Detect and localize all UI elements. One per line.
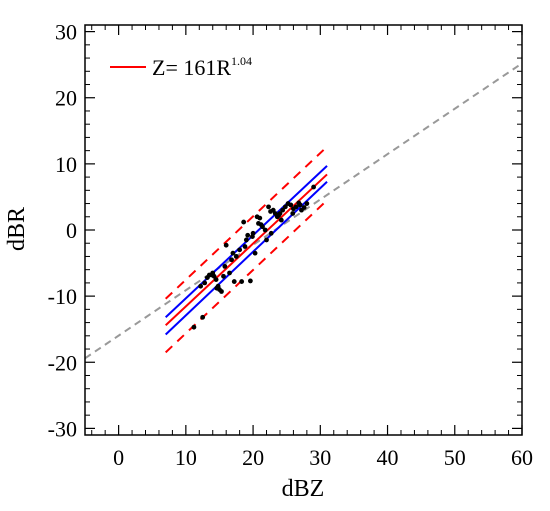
y-tick-label: 20 bbox=[55, 86, 77, 111]
legend-label-main: Z= 161R bbox=[152, 55, 231, 80]
data-point-14 bbox=[227, 270, 232, 276]
data-point-45 bbox=[301, 205, 307, 210]
data-point-50 bbox=[214, 285, 220, 291]
legend: Z= 161R1.04 bbox=[110, 54, 252, 80]
data-point-8 bbox=[213, 277, 219, 282]
data-point-57 bbox=[290, 211, 296, 216]
data-point-23 bbox=[247, 278, 253, 284]
data-point-25 bbox=[252, 250, 258, 256]
data-point-56 bbox=[278, 217, 284, 223]
reference-line bbox=[85, 62, 522, 360]
data-point-22 bbox=[245, 232, 251, 238]
data-point-21 bbox=[243, 237, 249, 243]
data-point-2 bbox=[200, 314, 206, 320]
x-tick-label: 30 bbox=[309, 445, 331, 470]
data-point-53 bbox=[250, 234, 255, 240]
data-point-61 bbox=[276, 213, 282, 218]
data-point-11 bbox=[219, 289, 224, 294]
x-axis-label: dBZ bbox=[282, 476, 325, 502]
data-point-42 bbox=[293, 204, 299, 210]
data-point-59 bbox=[229, 257, 234, 263]
x-tick-label: 60 bbox=[511, 445, 533, 470]
data-point-29 bbox=[262, 227, 268, 233]
y-axis-label: dBR bbox=[4, 207, 30, 251]
data-point-27 bbox=[257, 215, 263, 221]
data-point-60 bbox=[256, 220, 261, 226]
data-point-37 bbox=[280, 207, 286, 213]
y-tick-label: -20 bbox=[48, 350, 77, 375]
y-tick-label: -30 bbox=[48, 416, 77, 441]
data-point-15 bbox=[230, 250, 236, 256]
data-point-58 bbox=[297, 202, 303, 208]
data-point-20 bbox=[241, 219, 247, 225]
data-point-48 bbox=[198, 283, 204, 289]
data-point-55 bbox=[268, 230, 274, 236]
x-tick-label: 20 bbox=[242, 445, 264, 470]
data-point-19 bbox=[239, 279, 245, 284]
y-tick-label: 0 bbox=[66, 218, 77, 243]
x-tick-label: 50 bbox=[444, 445, 466, 470]
y-tick-label: -10 bbox=[48, 284, 77, 309]
data-point-16 bbox=[231, 279, 237, 284]
data-point-40 bbox=[288, 202, 294, 208]
data-point-13 bbox=[223, 242, 229, 248]
axes: 0 10 20 30 40 50 60 -30 -20 -10 0 10 20 30 bbox=[48, 20, 533, 470]
data-point-47 bbox=[311, 184, 316, 190]
data-point-3 bbox=[202, 280, 208, 286]
data-point-1 bbox=[191, 324, 197, 330]
prediction-upper-line bbox=[164, 145, 328, 300]
x-tick-label: 10 bbox=[175, 445, 197, 470]
data-point-12 bbox=[221, 273, 226, 279]
fit-line bbox=[164, 173, 328, 326]
data-point-30 bbox=[264, 237, 269, 243]
legend-label-exponent: 1.04 bbox=[231, 54, 252, 68]
series-group bbox=[85, 62, 522, 360]
data-point-31 bbox=[266, 204, 271, 210]
data-point-52 bbox=[242, 244, 248, 249]
data-point-46 bbox=[304, 201, 310, 206]
legend-label: Z= 161R1.04 bbox=[152, 54, 252, 80]
y-tick-label: 30 bbox=[55, 20, 77, 45]
data-point-51 bbox=[222, 263, 228, 269]
x-tick-label: 40 bbox=[377, 445, 399, 470]
y-tick-label: 10 bbox=[55, 152, 77, 177]
data-point-17 bbox=[233, 254, 239, 259]
plot-area bbox=[85, 62, 522, 360]
data-point-49 bbox=[206, 272, 212, 278]
data-point-18 bbox=[237, 247, 243, 253]
data-point-38 bbox=[282, 204, 288, 210]
x-tick-label: 0 bbox=[113, 445, 124, 470]
